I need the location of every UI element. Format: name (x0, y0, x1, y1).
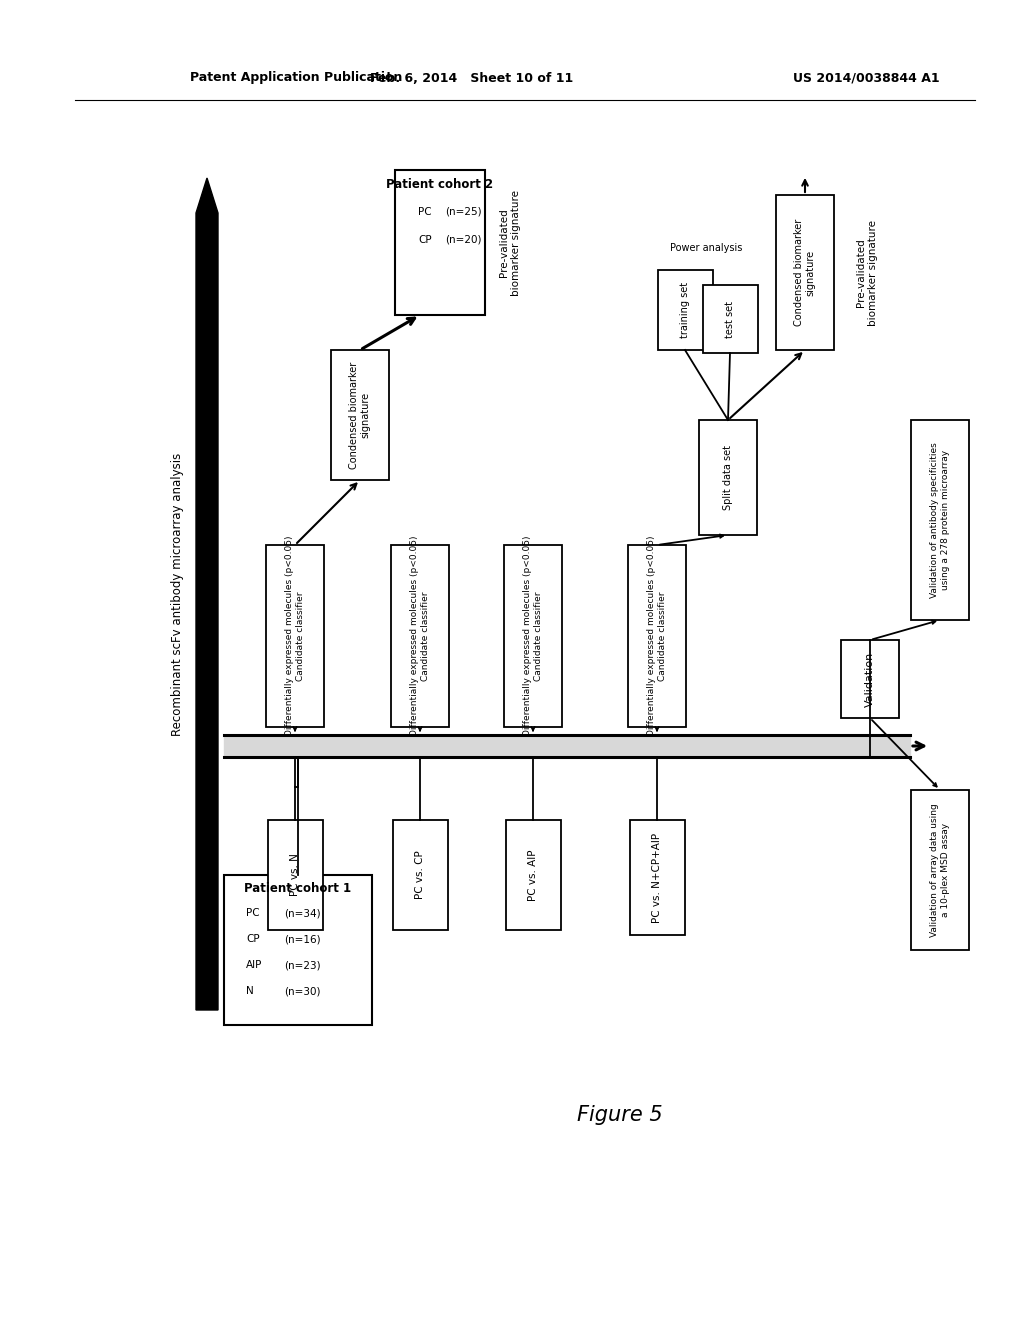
Text: PC vs. CP: PC vs. CP (415, 850, 425, 899)
Bar (266, 545, 324, 727)
Bar (393, 820, 449, 931)
Text: training set: training set (680, 282, 690, 338)
Bar (699, 420, 757, 535)
Text: Differentially expressed molecules (p<0.05)
Candidate classifier: Differentially expressed molecules (p<0.… (286, 536, 305, 737)
Text: Validation: Validation (865, 651, 874, 706)
Text: Condensed biomarker
signature: Condensed biomarker signature (349, 362, 371, 469)
Text: Patient cohort 2: Patient cohort 2 (386, 177, 494, 190)
Text: Patient cohort 1: Patient cohort 1 (245, 883, 351, 895)
Text: (n=20): (n=20) (445, 235, 481, 246)
Text: test set: test set (725, 301, 735, 338)
Text: Validation of antibody specificities
using a 278 protein microarray: Validation of antibody specificities usi… (930, 442, 949, 598)
Text: (n=30): (n=30) (284, 986, 321, 997)
Bar (628, 545, 686, 727)
Text: Pre-validated
biomarker signature: Pre-validated biomarker signature (856, 219, 878, 326)
Text: CP: CP (418, 235, 432, 246)
Text: PC vs. N+CP+AIP: PC vs. N+CP+AIP (652, 833, 662, 923)
Text: Patent Application Publication: Patent Application Publication (190, 71, 402, 84)
Bar (630, 820, 685, 935)
Text: US 2014/0038844 A1: US 2014/0038844 A1 (793, 71, 940, 84)
Text: PC vs. N: PC vs. N (290, 854, 300, 896)
Text: AIP: AIP (246, 960, 262, 970)
Text: (n=16): (n=16) (284, 935, 321, 944)
Text: Recombinant scFv antibody microarray analysis: Recombinant scFv antibody microarray ana… (171, 453, 184, 735)
Bar (224, 875, 372, 1026)
Text: PC vs. AIP: PC vs. AIP (528, 849, 538, 900)
Bar (911, 789, 969, 950)
Text: Validation of array data using
a 10-plex MSD assay: Validation of array data using a 10-plex… (930, 803, 949, 937)
Text: PC: PC (418, 207, 432, 216)
Bar (911, 420, 969, 620)
Bar (268, 820, 323, 931)
Bar (395, 170, 485, 315)
Text: N: N (246, 986, 254, 997)
Bar (506, 820, 561, 931)
Text: Differentially expressed molecules (p<0.05)
Candidate classifier: Differentially expressed molecules (p<0.… (411, 536, 430, 737)
Text: Condensed biomarker
signature: Condensed biomarker signature (795, 219, 816, 326)
Text: (n=25): (n=25) (445, 207, 481, 216)
Bar (658, 271, 713, 350)
Text: (n=23): (n=23) (284, 960, 321, 970)
Text: Feb. 6, 2014   Sheet 10 of 11: Feb. 6, 2014 Sheet 10 of 11 (371, 71, 573, 84)
Text: Split data set: Split data set (723, 445, 733, 510)
Text: Figure 5: Figure 5 (578, 1105, 663, 1125)
Bar (391, 545, 449, 727)
Text: Pre-validated
biomarker signature: Pre-validated biomarker signature (500, 190, 521, 296)
Polygon shape (196, 178, 218, 1010)
Text: Power analysis: Power analysis (670, 243, 742, 253)
Text: Differentially expressed molecules (p<0.05)
Candidate classifier: Differentially expressed molecules (p<0.… (523, 536, 543, 737)
Bar (776, 195, 834, 350)
Text: (n=34): (n=34) (284, 908, 321, 917)
Bar (504, 545, 562, 727)
Text: PC: PC (246, 908, 260, 917)
Text: CP: CP (246, 935, 260, 944)
Bar (331, 350, 389, 480)
Bar (841, 640, 899, 718)
Text: Differentially expressed molecules (p<0.05)
Candidate classifier: Differentially expressed molecules (p<0.… (647, 536, 667, 737)
Bar (703, 285, 758, 352)
